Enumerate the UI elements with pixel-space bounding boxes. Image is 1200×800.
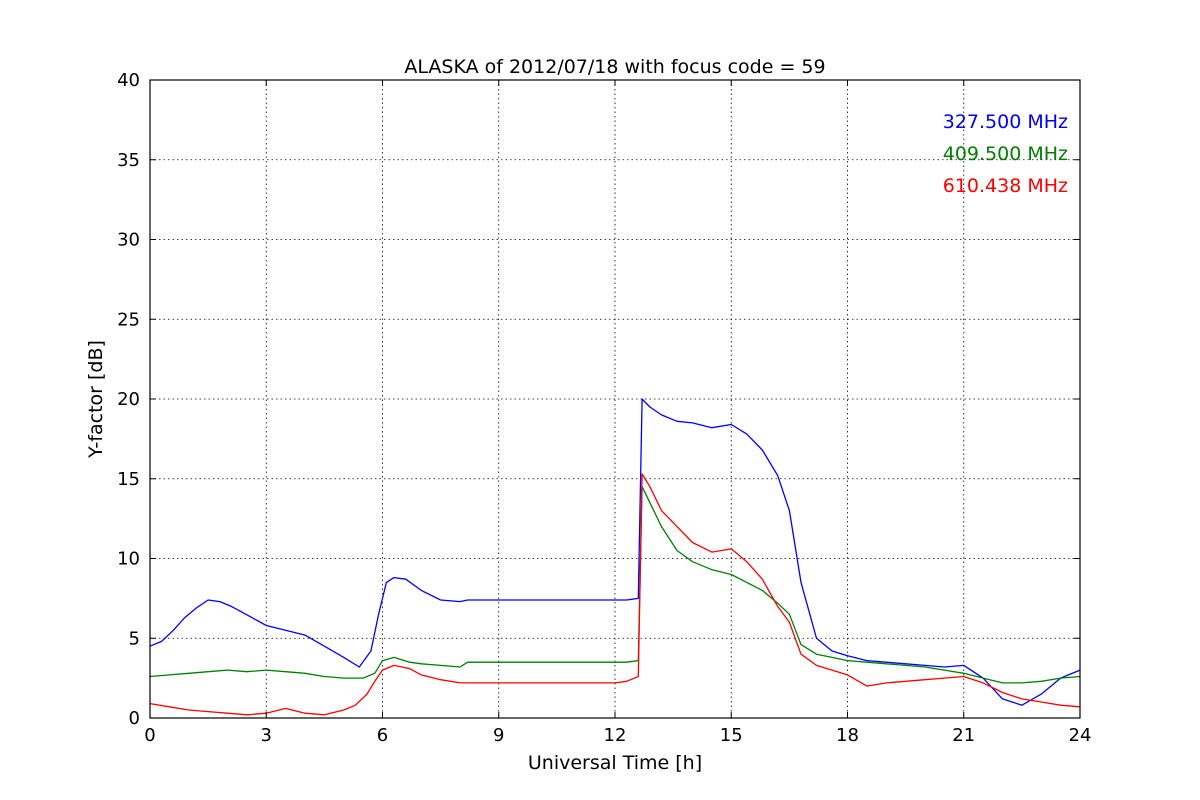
grid-lines (150, 80, 1080, 718)
series-line-1 (149, 398, 1081, 706)
series-line-3 (149, 473, 1081, 716)
x-tick-label: 12 (604, 725, 627, 746)
x-axis-label: Universal Time [h] (528, 752, 702, 774)
x-tick-label: 15 (720, 725, 743, 746)
legend-entry-3: 610.438 MHz (943, 175, 1068, 197)
x-tick-label: 9 (493, 725, 504, 746)
y-tick-label: 15 (117, 469, 140, 490)
series-line-2 (149, 486, 1081, 684)
legend: 327.500 MHz 409.500 MHz 610.438 MHz (943, 111, 1068, 197)
y-tick-label: 10 (117, 549, 140, 570)
y-tick-label: 40 (117, 70, 140, 91)
x-tick-label: 24 (1069, 725, 1092, 746)
x-tick-label: 18 (836, 725, 859, 746)
y-tick-label: 0 (129, 708, 140, 729)
series-lines (149, 398, 1081, 716)
x-tick-label: 21 (952, 725, 975, 746)
chart-title: ALASKA of 2012/07/18 with focus code = 5… (404, 56, 825, 78)
y-tick-label: 5 (129, 628, 140, 649)
x-tick-label: 0 (144, 725, 155, 746)
x-tick-label: 3 (261, 725, 272, 746)
x-tick-label: 6 (377, 725, 388, 746)
y-tick-label: 20 (117, 389, 140, 410)
axis-ticks: 0 3 6 9 12 15 18 21 24 0 5 10 15 20 25 30 35 40 (117, 70, 1091, 746)
y-tick-label: 35 (117, 150, 140, 171)
y-axis-label: Y-factor [dB] (85, 340, 107, 459)
legend-entry-2: 409.500 MHz (943, 143, 1068, 165)
legend-entry-1: 327.500 MHz (943, 111, 1068, 133)
y-tick-label: 25 (117, 309, 140, 330)
y-tick-label: 30 (117, 230, 140, 251)
